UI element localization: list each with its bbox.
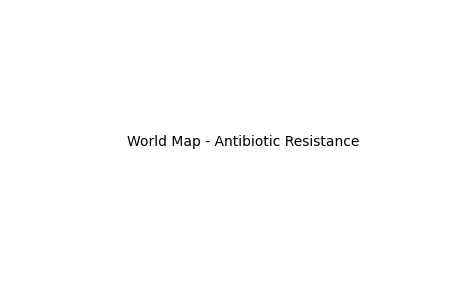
Text: World Map - Antibiotic Resistance: World Map - Antibiotic Resistance [127, 135, 359, 149]
